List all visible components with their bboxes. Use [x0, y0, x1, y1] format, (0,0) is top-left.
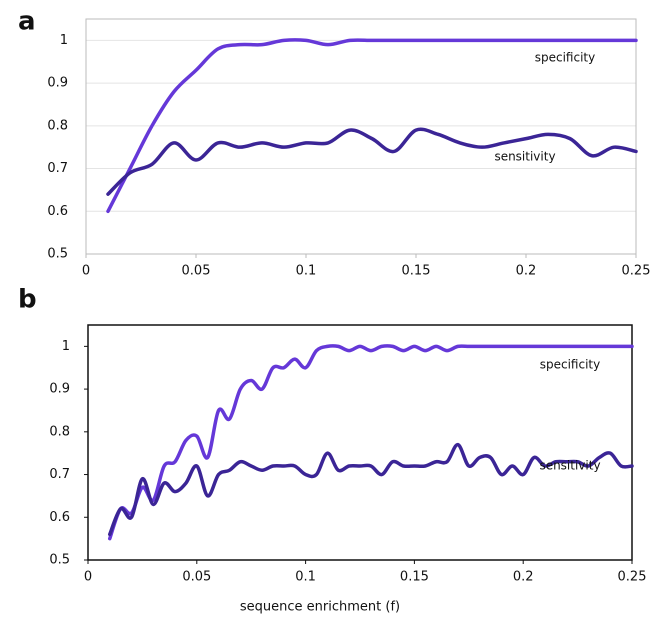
x-tick-label: 0.05	[182, 570, 211, 585]
y-tick-label: 0.9	[49, 382, 70, 397]
x-axis-title: sequence enrichment (f)	[240, 600, 400, 615]
y-tick-label: 1	[62, 339, 70, 354]
series-label: specificity	[535, 51, 595, 65]
x-tick-label: 0.05	[182, 264, 211, 279]
x-tick-label: 0.25	[618, 570, 647, 585]
x-tick-label: 0.1	[295, 570, 316, 585]
x-tick-label: 0.15	[402, 264, 431, 279]
y-tick-label: 1	[60, 33, 68, 48]
series-label: sensitivity	[539, 459, 600, 473]
y-tick-label: 0.6	[49, 510, 70, 525]
series-label: sensitivity	[494, 150, 555, 164]
chart-panel: a 0.5 0.6 0.7 0.8 0.9 1 0 0.05 0.1 0.15 0.2 0.25 spec…	[18, 7, 650, 279]
x-tick-label: 0.1	[296, 264, 317, 279]
series-line	[108, 442, 634, 537]
y-tick-label: 0.9	[47, 76, 68, 91]
series-line	[106, 38, 638, 214]
panel-label: a	[18, 7, 36, 37]
x-tick-label: 0.25	[622, 264, 651, 279]
y-tick-label: 0.7	[49, 467, 70, 482]
series-label: specificity	[540, 358, 600, 372]
series-line	[108, 344, 634, 541]
series-line	[106, 127, 638, 196]
y-tick-label: 0.5	[47, 247, 68, 262]
x-tick-label: 0.2	[516, 264, 537, 279]
y-tick-label: 0.5	[49, 553, 70, 568]
x-tick-label: 0.2	[513, 570, 534, 585]
y-tick-label: 0.7	[47, 161, 68, 176]
y-tick-label: 0.8	[47, 118, 68, 133]
y-tick-label: 0.8	[49, 424, 70, 439]
x-tick-label: 0	[84, 570, 92, 585]
x-tick-label: 0	[82, 264, 90, 279]
plot-frame	[87, 324, 633, 561]
y-tick-label: 0.6	[47, 204, 68, 219]
x-tick-label: 0.15	[400, 570, 429, 585]
chart-panel: b 0.5 0.6 0.7 0.8 0.9 1 0 0.05 0.1 0.15 0.2 0.25 spec…	[18, 285, 646, 615]
plot-frame	[85, 18, 637, 255]
panel-label: b	[18, 285, 37, 315]
